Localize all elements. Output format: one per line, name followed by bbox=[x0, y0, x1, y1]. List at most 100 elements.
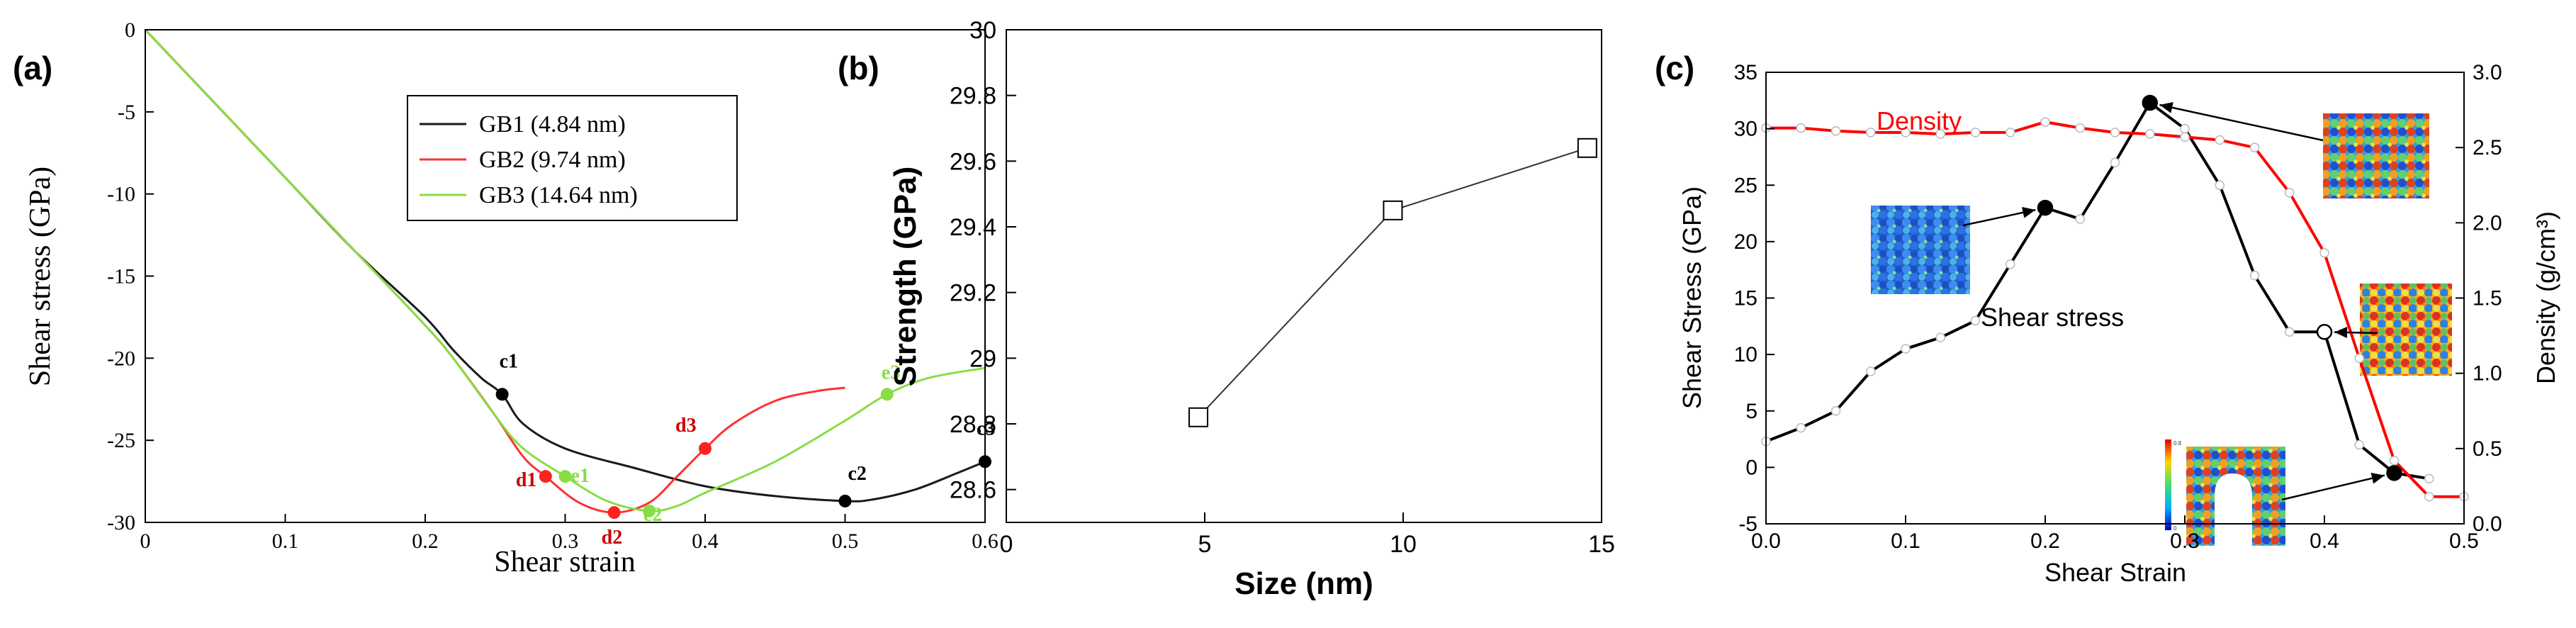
panel-b-ytick-label: 29.6 bbox=[950, 148, 996, 175]
panel-c-density-point bbox=[2319, 248, 2329, 258]
panel-c-shear-stress-point bbox=[2249, 270, 2260, 281]
panel-a-xtick-label: 0.6 bbox=[972, 529, 999, 553]
panel-c-ytick-label-left: 0 bbox=[1745, 456, 1757, 479]
panel-a-ylabel: Shear stress (GPa) bbox=[24, 167, 57, 386]
panel-c-arrow-head bbox=[2159, 101, 2173, 113]
panel-b-ytick-label: 28.6 bbox=[950, 477, 996, 504]
panel-a-marker-label-c2: c2 bbox=[848, 463, 867, 485]
panel-c-density-point bbox=[1970, 128, 1981, 138]
panel-c-density-point bbox=[2145, 129, 2155, 139]
panel-c-density-point bbox=[2389, 456, 2400, 466]
panel-c-arrows bbox=[1962, 101, 2385, 501]
panel-b-ticks: 0 5 10 15 28.6 28.8 29 29.2 29.4 29.6 29.8 30 bbox=[950, 17, 1615, 558]
panel-b-plot-frame bbox=[1006, 29, 1602, 523]
panel-c-shear-stress-point bbox=[1830, 406, 1841, 416]
panel-c-density-point bbox=[2040, 117, 2050, 127]
panel-a-legend-box bbox=[407, 95, 738, 221]
panel-c-xlabel: Shear Strain bbox=[2045, 558, 2186, 587]
panel-c-density-point bbox=[1830, 126, 1841, 136]
panel-a-xtick-label: 0.4 bbox=[692, 529, 719, 553]
panel-c-snapshot-marker bbox=[2037, 199, 2054, 216]
panel-c-label: (c) bbox=[1655, 50, 1694, 86]
panel-a-xtick-label: 0.3 bbox=[552, 529, 579, 553]
panel-c-density-point bbox=[1935, 129, 1945, 139]
panel-b-series bbox=[1188, 138, 1597, 427]
panel-c-shear-stress-point bbox=[1970, 315, 1981, 326]
panel-c-ytick-label-left: 30 bbox=[1734, 118, 1757, 141]
panel-c-density-point bbox=[2110, 128, 2120, 138]
panel-a-marker-label-e3: e3 bbox=[882, 361, 900, 383]
panel-c-ytick-label-left: 5 bbox=[1745, 400, 1757, 423]
panel-c-arrow-head bbox=[2334, 327, 2348, 339]
panel-c-ytick-label-left: 20 bbox=[1734, 230, 1757, 254]
panel-c-arrow-line bbox=[2159, 103, 2324, 142]
colorbar-max-label: 0.8 bbox=[2173, 440, 2182, 447]
panel-c-density-point bbox=[2006, 128, 2015, 138]
panel-a-xtick-label: 0.5 bbox=[832, 529, 859, 553]
panel-a-marker-d1 bbox=[539, 470, 552, 483]
panel-c-snapshot-marker bbox=[2386, 465, 2402, 481]
panel-c-ytick-label-right: 2.5 bbox=[2473, 136, 2502, 159]
inset-snapshot-fracture bbox=[2186, 447, 2285, 546]
panel-a-marker-c1 bbox=[495, 388, 509, 401]
panel-a-ytick-label: 0 bbox=[125, 18, 135, 42]
panel-b-xlabel: Size (nm) bbox=[1234, 566, 1373, 601]
panel-c-shear-stress-point bbox=[1935, 332, 1945, 342]
inset-snapshot-fracture-void bbox=[2215, 473, 2252, 546]
panel-c-ylabel-right: Density (g/cm³) bbox=[2531, 211, 2560, 384]
panel-c-shear-stress-point bbox=[2285, 327, 2295, 337]
panel-c: (c) 0.8 0 0.0 0.1 0.2 0.3 0.4 0.5 -5 0 5 10 15 20 25… bbox=[1655, 50, 2560, 587]
panel-b-xtick-label: 0 bbox=[1000, 531, 1013, 558]
panel-b-point bbox=[1383, 200, 1403, 220]
colorbar-min-label: 0 bbox=[2173, 525, 2177, 532]
panel-b-xtick-label: 10 bbox=[1390, 531, 1417, 558]
panel-a-xtick-label: 0.1 bbox=[272, 529, 299, 553]
panel-c-snapshot-marker bbox=[2142, 94, 2158, 111]
panel-c-xtick-label: 0.2 bbox=[2030, 529, 2060, 553]
panel-a-xtick-label: 0 bbox=[140, 529, 151, 553]
panel-c-density-point bbox=[1796, 123, 1806, 133]
panel-c-ytick-label-right: 3.0 bbox=[2473, 61, 2502, 84]
panel-c-ytick-label-right: 1.5 bbox=[2473, 287, 2502, 310]
panel-a-ytick-label: -25 bbox=[107, 429, 135, 452]
panel-a-label: (a) bbox=[13, 50, 52, 86]
panel-c-shear-stress-point bbox=[2110, 157, 2120, 168]
panel-b-point bbox=[1577, 138, 1597, 158]
panel-c-density-point bbox=[2075, 123, 2085, 133]
panel-c-shear-stress-point bbox=[1796, 422, 1806, 433]
legend-label-gb3: GB3 (14.64 nm) bbox=[479, 182, 638, 208]
panel-c-ytick-label-right: 2.0 bbox=[2473, 211, 2502, 235]
panel-a-marker-label-d1: d1 bbox=[516, 469, 537, 491]
panel-a-ytick-label: -20 bbox=[107, 347, 135, 370]
annotation-density: Density bbox=[1877, 106, 1962, 135]
panel-c-ytick-label-right: 0.0 bbox=[2473, 512, 2502, 536]
panel-b-ytick-label: 29 bbox=[969, 345, 996, 372]
panel-c-xtick-label: 0.3 bbox=[2170, 529, 2200, 553]
panel-b-xtick-label: 15 bbox=[1588, 531, 1615, 558]
colorbar: 0.8 0 bbox=[2165, 439, 2182, 532]
panel-c-ticks: 0.0 0.1 0.2 0.3 0.4 0.5-5051015202530350.00.5… bbox=[1734, 61, 2502, 553]
panel-a-ytick-label: -30 bbox=[107, 511, 135, 534]
panel-b-ytick-label: 29.2 bbox=[950, 280, 996, 307]
panel-c-xtick-label: 0.4 bbox=[2310, 529, 2339, 553]
panel-a-marker-d3 bbox=[699, 442, 712, 455]
panel-c-ylabel-left: Shear Stress (GPa) bbox=[1677, 186, 1706, 409]
panel-a-ytick-label: -15 bbox=[107, 265, 135, 288]
panel-c-shear-stress-point bbox=[2354, 439, 2364, 450]
inset-snapshot-peak bbox=[2323, 113, 2429, 198]
panel-c-ytick-label-left: 25 bbox=[1734, 174, 1757, 197]
panel-b-xtick-label: 5 bbox=[1198, 531, 1212, 558]
panel-c-shear-stress-point bbox=[2215, 180, 2225, 190]
panel-a-marker-label-c1: c1 bbox=[500, 350, 518, 372]
panel-c-ytick-label-right: 1.0 bbox=[2473, 362, 2502, 386]
panel-c-shear-stress-point bbox=[1901, 344, 1911, 354]
panel-b-ytick-label: 29.8 bbox=[950, 83, 996, 110]
panel-b-label: (b) bbox=[838, 50, 879, 86]
panel-c-shear-stress-point bbox=[2006, 259, 2015, 269]
panel-c-shear-stress-point bbox=[2180, 123, 2190, 134]
panel-a-marker-e1 bbox=[558, 470, 572, 483]
panel-b-series-line bbox=[1198, 147, 1588, 418]
panel-a-marker-e2 bbox=[643, 504, 656, 517]
panel-c-density-point bbox=[2180, 132, 2190, 142]
